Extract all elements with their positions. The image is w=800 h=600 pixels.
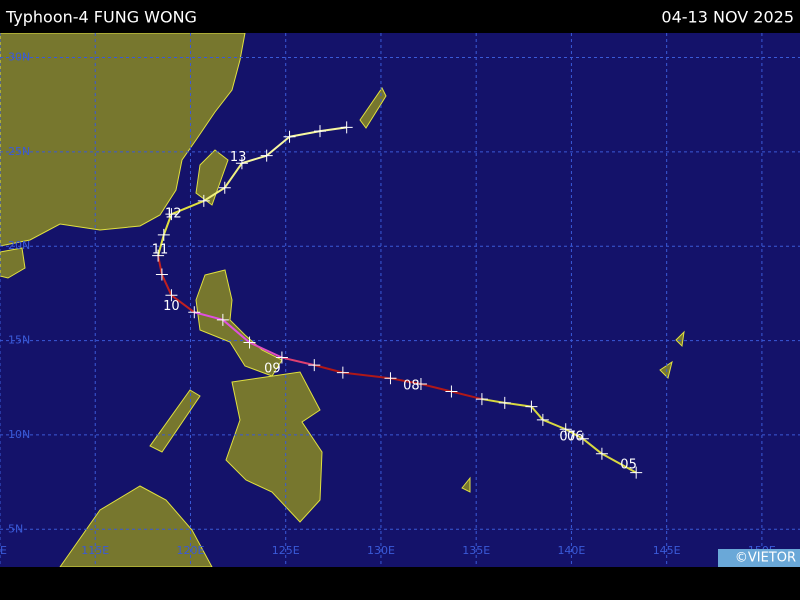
track-segment [170, 294, 195, 314]
track-segment [481, 398, 505, 404]
track-point [216, 313, 229, 326]
day-label: 09 [264, 361, 281, 376]
track-point [576, 432, 589, 445]
lat-label: 5N [8, 522, 23, 535]
lon-label: 0E [0, 544, 7, 557]
track-segment [157, 234, 165, 256]
track-point [157, 228, 170, 241]
day-label: 08 [403, 378, 420, 393]
track-segment [451, 390, 483, 401]
track-point [414, 377, 427, 390]
track-segment [542, 418, 567, 431]
track-point [243, 336, 256, 349]
track-segment [565, 428, 584, 440]
day-label: 07 [559, 429, 576, 444]
track-point [197, 194, 210, 207]
china [0, 33, 246, 247]
track-point [340, 121, 353, 134]
day-label: 12 [165, 207, 182, 222]
track-segment [342, 371, 391, 380]
track-segment [171, 200, 205, 216]
track-point [630, 466, 643, 479]
lon-label: 145E [653, 544, 681, 557]
track-point [165, 289, 178, 302]
islet [675, 330, 685, 348]
islet [461, 476, 471, 493]
track-point [384, 372, 397, 385]
track-point [498, 396, 511, 409]
track-point [559, 423, 572, 436]
track-point [260, 149, 273, 162]
track-segment [420, 382, 452, 393]
track-segment [601, 452, 637, 474]
lat-label: 25N [8, 145, 30, 158]
track-segment [222, 319, 251, 344]
track-point [445, 385, 458, 398]
track-segment [249, 341, 283, 359]
track-segment [582, 437, 603, 455]
track-segment [530, 405, 544, 421]
track-point [595, 447, 608, 460]
day-label: 11 [152, 242, 169, 257]
lat-label: 20N [8, 239, 30, 252]
track-segment [281, 356, 315, 367]
track-point [475, 393, 488, 406]
track-point [314, 125, 326, 138]
day-label: 05 [620, 458, 637, 473]
track-segment [314, 364, 344, 374]
track-segment [160, 274, 173, 296]
track-point [165, 208, 178, 221]
track-segment [266, 136, 291, 157]
track-point [283, 130, 296, 143]
lon-label: 135E [462, 544, 490, 557]
track-segment [194, 311, 224, 321]
credit-box [718, 549, 800, 567]
lon-label: 120E [176, 544, 204, 557]
track-point [188, 306, 201, 319]
borneo [59, 485, 213, 567]
track-point [155, 268, 168, 281]
title: Typhoon-4 FUNG WONG [5, 8, 197, 27]
visayas-mindanao [225, 371, 323, 523]
lon-label: 115E [81, 544, 109, 557]
lon-label: 130E [367, 544, 395, 557]
credit: ©VIETOR [735, 551, 796, 566]
track-point [235, 157, 248, 170]
lon-label: 140E [557, 544, 585, 557]
lat-label: 10N [8, 428, 30, 441]
land [0, 33, 685, 567]
islet [659, 360, 673, 379]
day-label: 06 [567, 429, 584, 444]
track-segment [162, 213, 173, 236]
track-segment [504, 401, 532, 408]
track-point [525, 400, 538, 413]
day-label: 10 [163, 299, 180, 314]
track-point [308, 359, 321, 372]
track-point [536, 413, 549, 426]
track-segment [289, 130, 321, 138]
track-point [218, 181, 231, 194]
track-segment [390, 377, 422, 385]
ryukyu [359, 87, 387, 129]
track-point [275, 351, 288, 364]
day-label: 13 [230, 150, 247, 165]
palawan [149, 389, 201, 453]
track-segment [319, 126, 347, 133]
map-area: 0E115E120E125E130E135E140E145E150E30N25N… [0, 33, 800, 567]
track-segment [241, 154, 267, 165]
period: 04-13 NOV 2025 [661, 8, 794, 27]
footer-bar [0, 567, 800, 600]
track-segment [203, 186, 226, 202]
lat-label: 15N [8, 334, 30, 347]
track-point [336, 366, 349, 379]
lat-label: 30N [8, 51, 30, 64]
track-segment [223, 162, 243, 189]
track-point [152, 249, 165, 262]
hainan [0, 247, 26, 279]
lon-label: 125E [272, 544, 300, 557]
track-segment [157, 255, 163, 275]
